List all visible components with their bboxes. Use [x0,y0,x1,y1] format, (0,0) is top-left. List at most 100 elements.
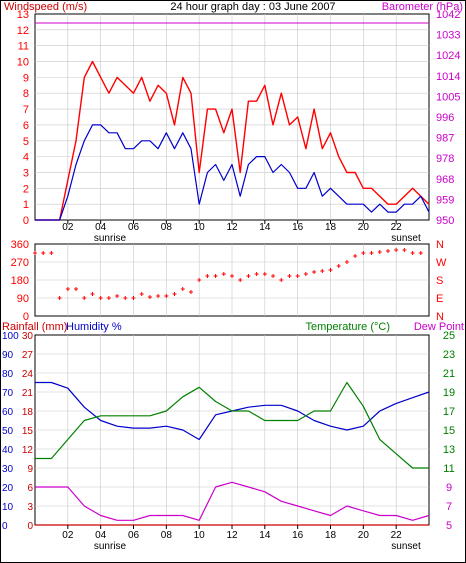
temperature-tick-label: 9 [446,482,452,494]
bottom-x-axis-ticks: 02 04 06 08 10 12 14 16 18 20 22 [62,525,402,541]
x-tick-label: 04 [95,222,107,233]
graph-title: 24 hour graph day : 03 June 2007 [170,1,335,13]
rainfall-tick-label: 24 [22,369,34,380]
direction-point [180,287,185,291]
x-tick-label: 12 [226,530,238,541]
temperature-tick-label: 13 [443,444,455,456]
direction-compass-label: W [436,257,447,269]
direction-points [33,248,423,300]
x-tick-label: 10 [194,222,206,233]
temperature-tick-label: 17 [443,406,455,418]
humidity-tick-label: 40 [2,445,14,456]
temperature-tick-label: 23 [443,349,455,361]
x-tick-label: 18 [325,530,337,541]
direction-point [156,294,161,298]
humidity-tick-label: 100 [2,331,19,342]
x-tick-label: 06 [128,530,140,541]
direction-degree-label: 0 [23,311,29,323]
direction-point [197,278,202,282]
direction-point [74,287,79,291]
direction-point [188,290,193,294]
humidity-tick-label: 30 [2,464,14,475]
barometer-tick-label: 968 [436,174,454,186]
direction-point [65,287,70,291]
temperature-tick-label: 25 [443,330,455,342]
windspeed-average-line [35,124,430,221]
direction-point [106,296,111,300]
direction-point [320,269,325,273]
direction-point [369,251,374,255]
rainfall-tick-label: 15 [22,426,34,437]
direction-point [164,294,169,298]
humidity-tick-label: 60 [2,407,14,418]
direction-point [230,274,234,278]
x-tick-label: 14 [259,222,271,233]
direction-point [353,254,358,258]
x-tick-label: 20 [358,530,370,541]
direction-point [213,274,218,278]
temperature-line [35,381,429,469]
x-tick-label: 06 [128,222,140,233]
rainfall-tick-label: 3 [27,502,33,513]
x-tick-label: 04 [95,530,107,541]
x-tick-label: 22 [391,222,403,233]
windspeed-tick-label: 11 [18,41,29,53]
rainfall-tick-label: 21 [22,388,34,399]
direction-point [115,294,120,298]
bottom-sunrise-label: sunrise [94,541,127,552]
rainfall-axis-ticks: 0 3 6 9 12 15 18 21 24 27 30 [22,331,34,532]
humidity-tick-label: 90 [2,350,14,361]
wind-barometer-series [35,22,430,221]
direction-compass-label: N [436,311,444,323]
direction-point [221,272,226,276]
direction-compass-label: S [436,275,443,287]
rainfall-tick-label: 30 [22,331,34,342]
direction-point [90,292,95,296]
rainfall-tick-label: 0 [27,521,33,532]
rainfall-axis-label: Rainfall (mm) [2,321,67,333]
temperature-tick-label: 19 [443,387,455,399]
direction-point [262,272,267,276]
direction-point [172,292,177,296]
temperature-tick-label: 15 [443,425,455,437]
rainfall-tick-label: 6 [27,483,33,494]
windspeed-tick-label: 1 [23,199,29,211]
direction-degree-ticks: 360 270 180 90 0 [11,239,29,323]
direction-point [394,248,399,252]
direction-point [361,251,366,255]
temperature-tick-label: 21 [443,368,455,380]
humidity-axis-label: Humidity % [66,321,122,333]
x-tick-label: 18 [325,222,337,233]
rainfall-tick-label: 18 [22,407,34,418]
barometer-axis-ticks: 950 959 968 978 987 996 1005 1014 1024 1033 1042 [436,9,460,227]
direction-point [123,296,128,300]
direction-point [254,272,259,276]
top-panel: Windspeed (m/s) 24 hour graph day : 03 J… [4,1,463,227]
direction-point [82,296,87,300]
humidity-tick-label: 50 [2,426,14,437]
windspeed-tick-label: 2 [23,183,29,195]
temperature-tick-label: 11 [443,463,454,475]
x-tick-label: 22 [391,530,403,541]
direction-point [33,251,37,255]
x-tick-label: 08 [161,530,173,541]
windspeed-tick-label: 4 [23,152,29,164]
direction-degree-label: 270 [11,257,29,269]
direction-point [410,251,415,255]
barometer-tick-label: 987 [436,133,454,145]
x-tick-label: 12 [226,222,238,233]
barometer-tick-label: 996 [436,112,454,124]
windspeed-tick-label: 13 [17,9,29,21]
x-tick-label: 08 [161,222,173,233]
direction-point [418,251,423,255]
rainfall-tick-label: 9 [27,464,33,475]
windspeed-tick-label: 0 [23,215,29,227]
rainfall-tick-label: 12 [22,445,34,456]
direction-degree-label: 90 [17,293,29,305]
direction-point [279,278,284,282]
temperature-tick-label: 5 [446,520,452,532]
